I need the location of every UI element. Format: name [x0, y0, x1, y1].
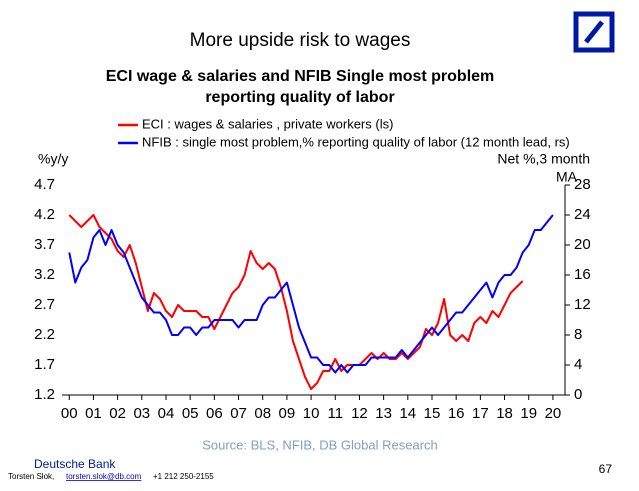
y-tick-label: 2.7 — [34, 296, 55, 313]
legend-label: ECI : wages & salaries , private workers… — [142, 116, 393, 131]
y-tick-label: 3.7 — [34, 236, 55, 253]
x-tick-label: 15 — [424, 405, 441, 422]
y2-tick-label: 8 — [574, 326, 582, 343]
y-axis-label: %y/y — [38, 151, 68, 167]
y-tick-label: 1.2 — [34, 386, 55, 403]
slide-title: More upside risk to wages — [190, 30, 411, 51]
chart-title: reporting quality of labor — [205, 89, 394, 106]
y2-axis-label: MA — [556, 169, 578, 185]
x-tick-label: 12 — [351, 405, 368, 422]
series-line — [68, 214, 524, 390]
x-tick-label: 05 — [182, 405, 199, 422]
y-tick-label: 4.7 — [34, 176, 55, 193]
x-tick-label: 00 — [61, 405, 78, 422]
x-tick-label: 16 — [448, 405, 465, 422]
x-tick-label: 14 — [399, 405, 416, 422]
x-tick-label: 04 — [158, 405, 175, 422]
y2-tick-label: 24 — [574, 206, 591, 223]
series-line — [68, 214, 554, 374]
db-logo — [573, 11, 615, 53]
x-tick-label: 18 — [496, 405, 513, 422]
x-tick-label: 01 — [85, 405, 102, 422]
x-tick-label: 06 — [206, 405, 223, 422]
x-tick-label: 08 — [254, 405, 271, 422]
y-tick-label: 1.7 — [34, 356, 55, 373]
y2-tick-label: 4 — [574, 356, 582, 373]
phone: +1 212 250-2155 — [153, 472, 214, 481]
x-tick-label: 20 — [545, 405, 562, 422]
author: Torsten Slok, — [8, 472, 54, 481]
x-tick-label: 10 — [303, 405, 320, 422]
x-tick-label: 07 — [230, 405, 247, 422]
y2-tick-label: 12 — [574, 296, 591, 313]
chart-title: ECI wage & salaries and NFIB Single most… — [106, 68, 495, 85]
x-tick-label: 02 — [109, 405, 126, 422]
legend-label: NFIB : single most problem,% reporting q… — [142, 134, 570, 149]
x-tick-label: 11 — [327, 405, 343, 422]
y2-tick-label: 28 — [574, 176, 591, 193]
y2-tick-label: 20 — [574, 236, 591, 253]
x-tick-label: 19 — [520, 405, 537, 422]
brand: Deutsche Bank — [34, 457, 116, 471]
y2-tick-label: 16 — [574, 266, 591, 283]
x-tick-label: 13 — [375, 405, 392, 422]
x-tick-label: 03 — [133, 405, 150, 422]
y-tick-label: 3.2 — [34, 266, 55, 283]
y2-axis-label: Net %,3 month — [497, 151, 590, 167]
x-tick-label: 17 — [472, 405, 489, 422]
y-tick-label: 4.2 — [34, 206, 55, 223]
x-tick-label: 09 — [279, 405, 296, 422]
y-tick-label: 2.2 — [34, 326, 55, 343]
page-number: 67 — [599, 462, 613, 476]
email-link[interactable]: torsten.slok@db.com — [66, 472, 142, 481]
source: Source: BLS, NFIB, DB Global Research — [202, 437, 438, 452]
y2-tick-label: 0 — [574, 386, 582, 403]
